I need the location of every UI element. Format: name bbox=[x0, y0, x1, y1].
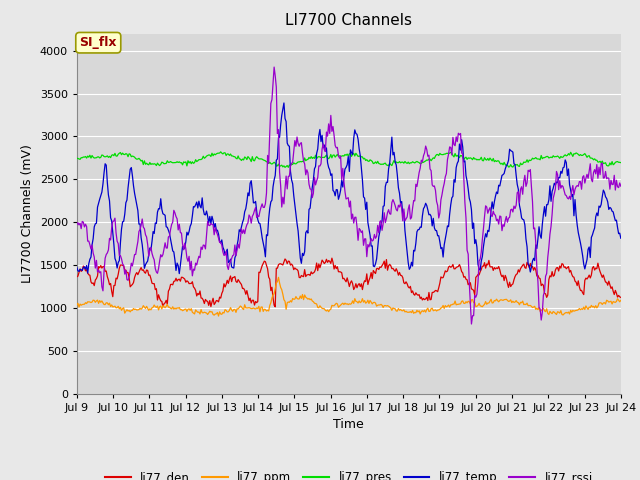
Y-axis label: LI7700 Channels (mV): LI7700 Channels (mV) bbox=[21, 144, 34, 283]
Text: SI_flx: SI_flx bbox=[79, 36, 117, 49]
Title: LI7700 Channels: LI7700 Channels bbox=[285, 13, 412, 28]
X-axis label: Time: Time bbox=[333, 418, 364, 431]
Legend: li77_den, li77_ppm, li77_pres, li77_temp, li77_rssi: li77_den, li77_ppm, li77_pres, li77_temp… bbox=[100, 466, 598, 480]
